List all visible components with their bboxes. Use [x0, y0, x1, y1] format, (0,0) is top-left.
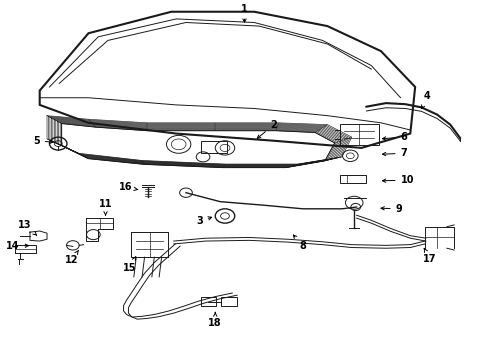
Text: 16: 16	[119, 182, 138, 192]
Text: 13: 13	[18, 220, 37, 235]
Text: 7: 7	[382, 148, 407, 158]
Text: 5: 5	[33, 136, 53, 146]
Text: 1: 1	[241, 4, 247, 22]
Text: 15: 15	[123, 257, 136, 273]
Text: 8: 8	[293, 235, 306, 251]
Text: 10: 10	[382, 175, 413, 185]
Text: 3: 3	[196, 216, 211, 226]
Text: 9: 9	[380, 204, 402, 214]
Text: 6: 6	[382, 132, 407, 142]
Text: 17: 17	[422, 248, 436, 264]
Text: 12: 12	[64, 250, 79, 265]
Text: 2: 2	[257, 120, 277, 138]
Text: 11: 11	[99, 199, 112, 215]
Text: 14: 14	[6, 242, 28, 251]
Text: 18: 18	[208, 312, 222, 328]
Text: 4: 4	[421, 91, 430, 109]
